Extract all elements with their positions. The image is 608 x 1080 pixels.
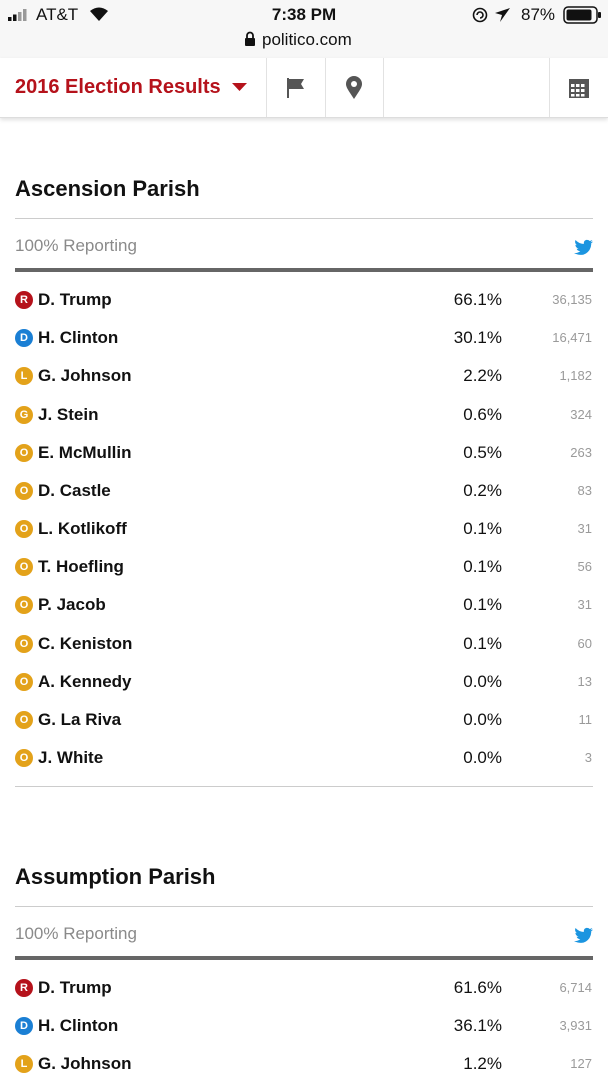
party-badge: O — [15, 672, 33, 691]
lock-icon — [245, 31, 255, 46]
party-badge: L — [15, 367, 33, 386]
vote-percent: 0.1% — [463, 633, 502, 653]
signal-icon — [8, 9, 27, 21]
vote-count: 31 — [577, 597, 592, 613]
candidate-name: L. Kotlikoff — [38, 519, 127, 539]
candidate-name: P. Jacob — [38, 595, 106, 615]
vote-percent: 2.2% — [463, 366, 502, 386]
nav-divider — [266, 58, 267, 117]
dropdown-arrow[interactable] — [232, 83, 248, 93]
parish-title: Assumption Parish — [15, 864, 216, 889]
vote-count: 83 — [577, 482, 592, 498]
candidate-name: E. McMullin — [38, 442, 132, 462]
party-badge: O — [15, 596, 33, 615]
vote-percent: 0.1% — [463, 557, 502, 577]
candidate-name: G. Johnson — [38, 366, 132, 386]
reporting-status: 100% Reporting — [15, 236, 137, 255]
party-badge: O — [15, 520, 33, 539]
vote-percent: 0.1% — [463, 595, 502, 615]
candidate-name: D. Castle — [38, 480, 111, 500]
nav-divider — [549, 58, 550, 117]
vote-count: 36,135 — [552, 292, 592, 307]
vote-count: 60 — [577, 635, 592, 651]
vote-count: 31 — [577, 521, 592, 537]
vote-count: 13 — [577, 673, 592, 689]
vote-count: 1,182 — [559, 368, 592, 384]
divider-thick — [15, 268, 593, 272]
vote-count: 16,471 — [552, 330, 592, 346]
vote-percent: 0.5% — [463, 442, 502, 462]
party-badge: R — [15, 291, 33, 309]
vote-count: 127 — [570, 1056, 592, 1072]
vote-percent: 1.2% — [463, 1054, 502, 1074]
candidate-name: A. Kennedy — [38, 671, 132, 691]
parish-title: Ascension Parish — [15, 176, 200, 201]
party-badge: L — [15, 1055, 33, 1074]
party-badge: O — [15, 634, 33, 653]
vote-count: 3 — [584, 750, 592, 766]
party-badge: O — [15, 481, 33, 500]
party-badge: G — [15, 405, 33, 424]
candidate-name: D. Trump — [38, 290, 112, 309]
party-badge: D — [15, 1017, 33, 1036]
candidate-name: D. Trump — [38, 978, 112, 997]
party-badge: O — [15, 710, 33, 729]
results-list: Ascension Parish 100% Reporting R D. Trump 6… — [0, 118, 608, 1080]
candidate-name: H. Clinton — [38, 328, 119, 348]
vote-percent: 0.2% — [463, 480, 502, 500]
nav-bar: 2016 Election Results — [0, 58, 608, 118]
vote-percent: 0.0% — [463, 671, 502, 691]
vote-count: 11 — [578, 711, 593, 727]
nav-divider — [383, 58, 384, 117]
location-button[interactable] — [344, 76, 364, 100]
url[interactable]: politico.com — [262, 30, 352, 49]
nav-title[interactable]: 2016 Election Results — [15, 76, 221, 98]
vote-percent: 0.1% — [463, 519, 502, 539]
vote-count: 324 — [570, 406, 592, 422]
vote-percent: 30.1% — [453, 328, 502, 348]
candidate-name: G. Johnson — [38, 1054, 132, 1074]
vote-percent: 66.1% — [453, 290, 502, 309]
party-badge: R — [15, 979, 33, 997]
vote-count: 6,714 — [559, 980, 592, 995]
vote-count: 263 — [570, 444, 592, 460]
battery-percent: 87% — [521, 5, 556, 24]
battery-icon — [563, 6, 601, 24]
twitter-share[interactable] — [574, 927, 594, 943]
twitter-share[interactable] — [574, 239, 594, 255]
vote-percent: 36.1% — [453, 1016, 502, 1036]
divider — [15, 218, 593, 219]
vote-count: 56 — [577, 559, 592, 575]
divider — [15, 786, 593, 788]
carrier: AT&T — [36, 5, 79, 24]
candidate-name: G. La Riva — [38, 709, 122, 729]
party-badge: O — [15, 749, 33, 768]
calendar-button[interactable] — [568, 77, 590, 99]
party-badge: O — [15, 558, 33, 577]
status-bar: AT&T 7:38 PM politico.com 87% — [0, 0, 608, 58]
status-icons — [472, 7, 510, 23]
candidate-name: T. Hoefling — [38, 557, 124, 577]
candidate-name: J. Stein — [38, 404, 99, 424]
candidate-name: C. Keniston — [38, 633, 133, 653]
flag-button[interactable] — [285, 77, 307, 99]
candidate-name: J. White — [38, 748, 104, 768]
vote-count: 3,931 — [559, 1018, 592, 1034]
party-badge: D — [15, 329, 33, 348]
reporting-status: 100% Reporting — [15, 924, 137, 943]
vote-percent: 0.0% — [463, 709, 502, 729]
time: 7:38 PM — [271, 5, 337, 24]
candidate-name: H. Clinton — [38, 1016, 119, 1036]
divider-thick — [15, 956, 593, 960]
divider — [15, 906, 593, 907]
party-badge: O — [15, 443, 33, 462]
vote-percent: 61.6% — [453, 978, 502, 997]
wifi-icon — [90, 7, 108, 21]
nav-divider — [325, 58, 326, 117]
vote-percent: 0.6% — [463, 404, 502, 424]
vote-percent: 0.0% — [463, 748, 502, 768]
